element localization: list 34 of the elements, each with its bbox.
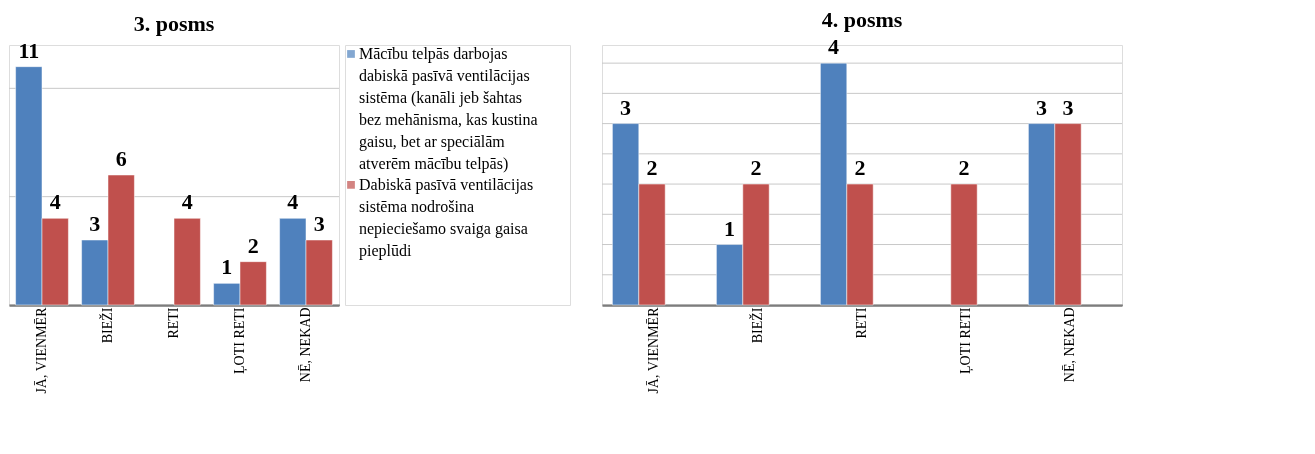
data-label: 2 — [247, 232, 259, 258]
x-tick-label: JĀ, VIENMĒR — [34, 306, 49, 394]
x-tick-label: ĻOTI RETI — [232, 307, 248, 374]
chart-title: 3. posms — [133, 10, 215, 36]
x-tick-label: RETI — [166, 307, 181, 339]
data-label: 11 — [18, 37, 40, 63]
data-label: 2 — [646, 155, 658, 181]
data-label: 2 — [854, 155, 866, 181]
bar — [173, 218, 201, 306]
data-label: 1 — [221, 254, 233, 280]
data-label: 4 — [49, 189, 61, 215]
data-label: 4 — [287, 189, 299, 215]
x-tick-label: ĻOTI RETI — [958, 307, 974, 374]
data-label: 6 — [115, 146, 127, 171]
legend-label: Dabiskā pasīvā ventilācijas sistēma nodrošina nepieciešamo svaiga gaisa pieplūdi — [359, 175, 534, 260]
data-label: 1 — [724, 215, 736, 241]
x-tick-label: JĀ, VIENMĒR — [646, 306, 661, 394]
data-label: 3 — [1036, 94, 1048, 120]
x-tick-label: NĒ, NEKAD — [298, 307, 313, 383]
x-tick-label: BIEŽI — [99, 307, 115, 344]
data-label: 3 — [1062, 94, 1074, 120]
data-label: 4 — [181, 189, 193, 215]
chart-title: 4. posms — [821, 7, 903, 33]
x-tick-label: BIEŽI — [749, 307, 765, 344]
legend-label: Mācību telpās darbojas dabiskā pasīvā ventilācijas sistēma (kanāli jeb šahtas bez mehānisma, kas kustina gaisu, bet ar speciālām atverēm mācību telpās) — [359, 44, 538, 173]
data-label: 4 — [828, 34, 840, 60]
x-tick-label: NĒ, NEKAD — [1062, 307, 1077, 383]
data-label: 2 — [750, 155, 762, 181]
data-label: 3 — [620, 94, 632, 120]
data-label: 2 — [958, 155, 970, 181]
data-label: 3 — [313, 211, 325, 236]
data-label: 3 — [89, 211, 101, 236]
bar — [950, 183, 978, 306]
x-tick-label: RETI — [854, 307, 869, 339]
